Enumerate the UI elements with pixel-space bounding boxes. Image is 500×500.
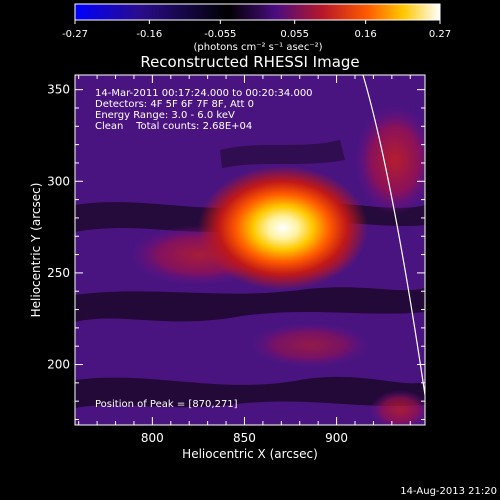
warm-region	[370, 390, 425, 425]
y-axis-label: Heliocentric Y (arcsec)	[29, 183, 43, 318]
warm-region	[250, 323, 370, 367]
x-tick-label: 900	[325, 431, 348, 445]
colorbar-tick-label: 0.27	[429, 29, 451, 40]
y-axis-ticks: 200 250 300 350	[47, 83, 425, 421]
colorbar-units: (photons cm⁻² s⁻¹ asec⁻²)	[193, 42, 322, 53]
image-info: 14-Mar-2011 00:17:24.000 to 00:20:34.000…	[95, 88, 313, 132]
x-tick-label: 850	[233, 431, 256, 445]
x-axis-ticks: 800 850 900	[78, 75, 411, 445]
image-panel	[75, 75, 425, 425]
colorbar: -0.27 -0.16 -0.055 0.055 0.16 0.27 (photons c…	[62, 3, 451, 53]
footer-date: 14-Aug-2013 21:20	[400, 486, 497, 497]
detectors: Detectors: 4F 5F 6F 7F 8F, Att 0	[95, 99, 254, 110]
colorbar-tick-label: 0.16	[355, 29, 377, 40]
colorbar-ramp	[74, 3, 441, 21]
y-tick-label: 300	[47, 174, 70, 188]
solar-limb-curve	[362, 75, 425, 396]
y-tick-label: 200	[47, 358, 70, 372]
y-tick-label: 250	[47, 266, 70, 280]
x-axis-label: Heliocentric X (arcsec)	[182, 447, 318, 461]
colorbar-tick-label: -0.16	[136, 29, 162, 40]
hot-source	[198, 166, 368, 290]
dark-band	[75, 376, 425, 408]
colorbar-tick-label: -0.055	[204, 29, 236, 40]
colorbar-tick-label: 0.055	[280, 29, 309, 40]
dark-band	[220, 140, 345, 168]
peak-position: Position of Peak = [870,271]	[95, 399, 238, 410]
y-tick-label: 350	[47, 83, 70, 97]
plot-title: Reconstructed RHESSI Image	[140, 53, 359, 71]
clean-counts: Clean Total counts: 2.68E+04	[95, 121, 252, 132]
colorbar-ticks: -0.27 -0.16 -0.055 0.055 0.16 0.27	[62, 20, 451, 40]
dark-band	[75, 287, 425, 322]
colorbar-tick-label: -0.27	[62, 29, 88, 40]
warm-region	[355, 105, 425, 215]
energy-range: Energy Range: 3.0 - 6.0 keV	[95, 110, 235, 121]
time-range: 14-Mar-2011 00:17:24.000 to 00:20:34.000	[95, 88, 313, 99]
plot-frame	[74, 74, 426, 426]
x-tick-label: 800	[141, 431, 164, 445]
